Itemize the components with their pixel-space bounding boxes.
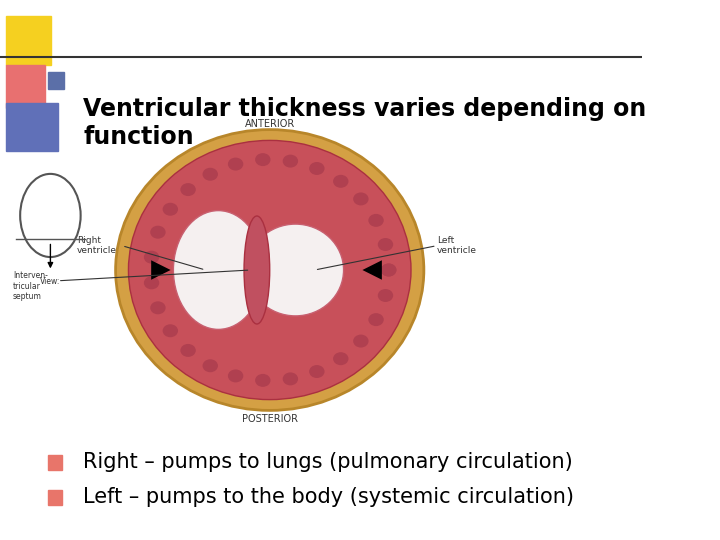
Ellipse shape [116,130,424,410]
Circle shape [353,192,369,205]
Bar [6,16,51,65]
Text: Ventricular thickness varies depending on
function: Ventricular thickness varies depending o… [84,97,647,149]
Bar [6,65,45,108]
Circle shape [202,168,218,181]
Circle shape [309,365,325,378]
Text: Left
ventricle: Left ventricle [437,236,477,255]
Circle shape [333,352,348,365]
Bar [48,72,64,89]
Circle shape [378,289,393,302]
Circle shape [228,158,243,171]
Circle shape [144,276,159,289]
Circle shape [369,313,384,326]
Text: ANTERIOR: ANTERIOR [245,119,295,129]
Circle shape [333,175,348,188]
Bar [48,455,63,470]
Text: View:: View: [40,277,60,286]
Ellipse shape [174,211,264,329]
Ellipse shape [244,216,270,324]
Circle shape [181,183,196,196]
Text: Right
ventricle: Right ventricle [77,236,117,255]
Circle shape [163,325,178,338]
Circle shape [255,374,271,387]
Circle shape [202,359,218,372]
Circle shape [150,301,166,314]
Bar [6,103,58,151]
Text: Left – pumps to the body (systemic circulation): Left – pumps to the body (systemic circu… [84,487,575,507]
Circle shape [369,214,384,227]
Circle shape [181,344,196,357]
Text: Interven-
tricular
septum: Interven- tricular septum [13,271,48,301]
Circle shape [378,238,393,251]
Text: POSTERIOR: POSTERIOR [242,414,298,423]
Circle shape [381,264,397,276]
Circle shape [353,335,369,348]
Circle shape [228,369,243,382]
Circle shape [163,202,178,215]
Circle shape [283,154,298,167]
Circle shape [381,264,397,276]
Circle shape [150,226,166,239]
Text: Right – pumps to lungs (pulmonary circulation): Right – pumps to lungs (pulmonary circul… [84,451,573,472]
Circle shape [283,373,298,386]
Circle shape [144,251,159,264]
Circle shape [255,153,271,166]
Bar [48,490,63,505]
Ellipse shape [247,224,343,316]
Circle shape [309,162,325,175]
Ellipse shape [128,140,411,400]
